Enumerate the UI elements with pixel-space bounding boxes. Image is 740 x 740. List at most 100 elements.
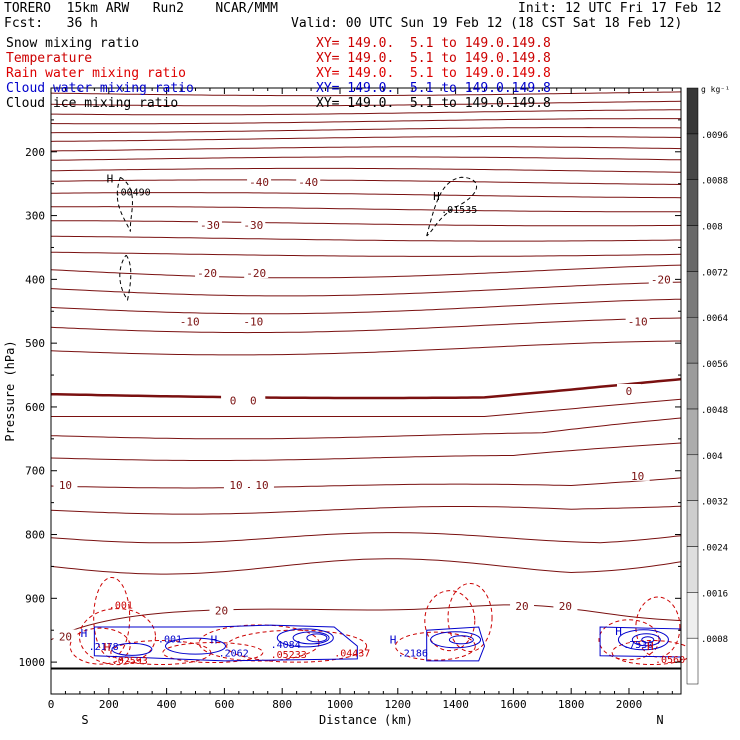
isotherm-line (50, 317, 682, 334)
isotherm-label-bg (510, 598, 535, 611)
y-tick-label: 800 (25, 529, 45, 542)
extremum-value-label: .00490 (115, 187, 151, 198)
colorbar-unit: g kg⁻¹ (701, 85, 730, 94)
isotherm-label-bg (223, 477, 248, 490)
model-title: TORERO 15km ARW Run2 NCAR/MMM (4, 1, 278, 16)
rain-water-contour (162, 642, 264, 664)
y-tick-label: 500 (25, 337, 45, 350)
isotherm-label-bg (625, 468, 650, 481)
rain-water-contour (93, 576, 131, 658)
colorbar-segment (686, 500, 699, 547)
colorbar-label: .0056 (701, 360, 728, 370)
isotherm-label: 20 (59, 631, 72, 644)
colorbar-segment (686, 637, 699, 685)
x-tick-label: 1200 (385, 698, 412, 711)
isotherm-label: -40 (298, 176, 318, 189)
isotherm-label-bg (553, 598, 578, 611)
isotherm-line (51, 192, 682, 199)
cloud-water-contour (430, 631, 482, 649)
isotherm-line (50, 281, 682, 297)
colorbar-label: .0016 (701, 589, 728, 599)
cloud-ice-contours (116, 176, 478, 302)
y-tick-label: 400 (25, 273, 45, 286)
colorbar-label: .008 (701, 223, 723, 233)
rain-water-contour (69, 627, 131, 665)
y-tick-label: 900 (25, 592, 45, 605)
isotherm-label: 0 (626, 385, 633, 398)
x-tick-label: 1400 (442, 698, 469, 711)
colorbar-segment (686, 179, 699, 226)
rain-water-contour (598, 619, 660, 661)
colorbar-segment (686, 546, 699, 593)
isotherm-line (50, 179, 682, 185)
cloud-ice-contour (116, 176, 133, 232)
colorbar-label: .004 (701, 452, 723, 462)
isotherm-line (50, 505, 682, 515)
y-tick-label: 300 (25, 210, 45, 223)
isotherm-label: 0 (250, 395, 257, 408)
isotherm-line (50, 251, 682, 257)
isotherm-label-bg (296, 174, 321, 187)
isotherm-label-bg (241, 218, 266, 231)
isotherm-label: 20 (215, 604, 228, 617)
isotherm-label: 10 (631, 470, 644, 483)
isotherm-label: -30 (200, 219, 220, 232)
x-axis-label: Distance (km) (319, 713, 413, 727)
extremum-high-marker: H (433, 190, 440, 203)
isotherm-label-bg (177, 314, 202, 327)
cloud-water-contour (306, 633, 328, 643)
freezing-isotherm-line (50, 377, 682, 400)
cloud-water-contour (631, 633, 661, 647)
isotherm-label-bg (625, 314, 650, 327)
colorbar: .0008 .0016 .0024 .0032 .004 .0048 .0056 .0064.… (686, 85, 730, 685)
extremum-value-label: .02593 (112, 656, 148, 667)
colorbar-segment (686, 592, 699, 639)
warm-isotherm-lines (50, 398, 682, 641)
extremum-value-label: .001 (109, 601, 133, 612)
x-tick-label: 2000 (616, 698, 643, 711)
isotherm-label: -30 (243, 219, 263, 232)
cloud-water-contour (448, 635, 474, 645)
isotherm-lines (50, 91, 682, 356)
isotherm-line (51, 398, 682, 417)
x-tick-label: 600 (214, 698, 234, 711)
isotherm-label: 10 (59, 479, 72, 492)
rain-water-contour (394, 631, 476, 661)
init-time: Init: 12 UTC Fri 17 Feb 12 (518, 1, 722, 16)
isotherm-label: 10 (229, 479, 242, 492)
legend-cloud-ice: Cloud ice mixing ratio (6, 96, 179, 111)
freezing-level-line (50, 377, 682, 400)
colorbar-label: .0096 (701, 131, 728, 141)
colorbar-segment (686, 271, 699, 318)
legend-temperature-xy: XY= 149.0. 5.1 to 149.0.149.8 (316, 51, 551, 66)
isotherm-line (50, 477, 682, 489)
isotherm-label: 0 (230, 395, 237, 408)
isotherm-line (50, 91, 682, 97)
isotherm-line (51, 109, 681, 116)
isotherm-label: 20 (515, 600, 528, 613)
north-end-label: N (656, 713, 663, 727)
cloud-water-contour (164, 637, 226, 655)
x-tick-label: 1000 (327, 698, 354, 711)
extremum-value-label: .2062 (219, 649, 249, 660)
cloud-water-contour (276, 628, 334, 648)
south-end-label: S (81, 713, 88, 727)
isotherm-label-bg (648, 272, 673, 285)
isotherm-line (50, 340, 681, 356)
isotherm-label-bg (241, 393, 266, 406)
isotherm-label: -10 (243, 315, 263, 328)
cloud-water-contour (641, 636, 655, 644)
y-tick-label: 200 (25, 146, 45, 159)
rain-water-contour (226, 629, 368, 663)
colorbar-segment (686, 87, 699, 135)
x-tick-label: 0 (48, 698, 55, 711)
colorbar-segment (686, 362, 699, 410)
rain-water-contour (424, 590, 476, 652)
isotherm-label: -20 (246, 267, 266, 280)
extremum-high-marker: H (615, 625, 622, 638)
isotherm-line (50, 100, 682, 107)
isotherm-line (50, 206, 681, 213)
extremum-high-marker: H (211, 634, 218, 647)
colorbar-label: .0088 (701, 177, 728, 187)
